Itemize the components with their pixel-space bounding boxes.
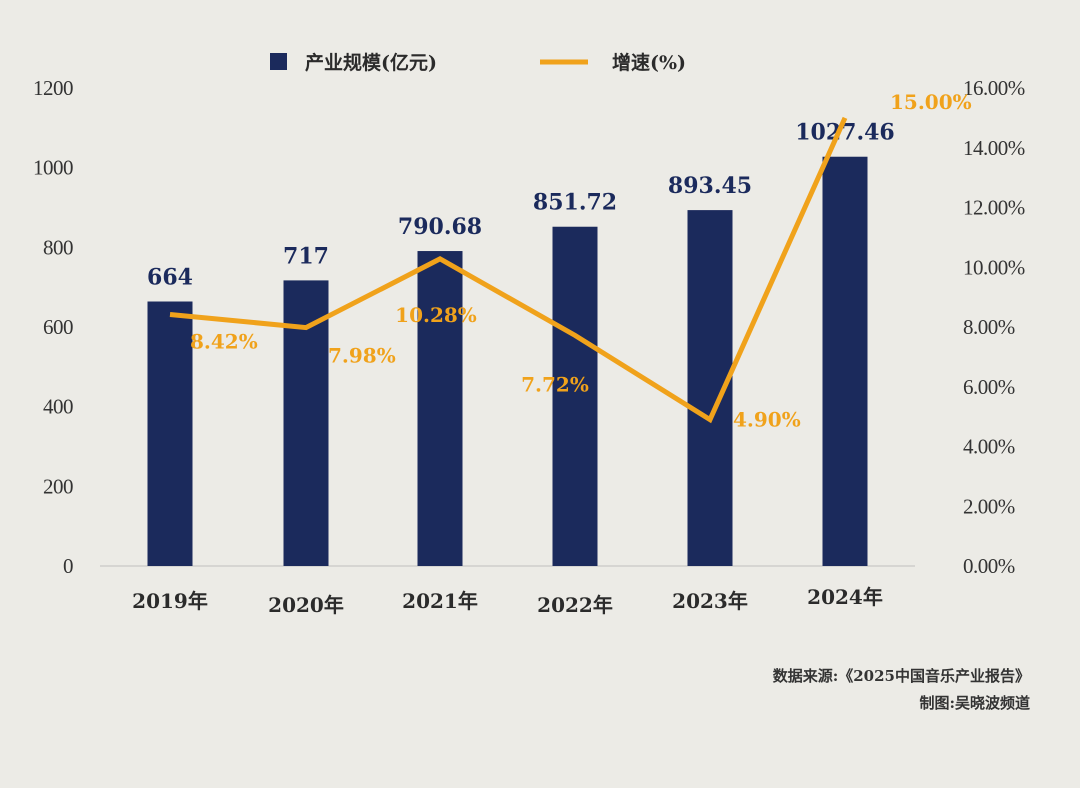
category-label: 2024年	[807, 585, 883, 609]
category-label: 2019年	[132, 589, 208, 613]
category-label: 2021年	[402, 589, 478, 613]
bar	[147, 301, 193, 566]
left-tick-label: 600	[43, 315, 73, 339]
bar-value-label: 893.45	[668, 173, 752, 199]
bar-value-label: 717	[283, 243, 329, 269]
left-tick-label: 800	[43, 235, 73, 259]
bar-value-label: 664	[147, 265, 193, 291]
bar	[822, 156, 868, 566]
right-tick-label: 16.00%	[963, 76, 1025, 100]
left-tick-label: 400	[43, 395, 73, 419]
credit-note: 制图:吴晓波频道	[919, 694, 1030, 712]
right-tick-label: 12.00%	[963, 196, 1025, 220]
bar-value-label: 790.68	[398, 214, 482, 240]
legend-bar-swatch	[270, 53, 287, 70]
category-label: 2023年	[672, 589, 748, 613]
source-note: 数据来源:《2025中国音乐产业报告》	[772, 667, 1030, 685]
right-tick-label: 2.00%	[963, 494, 1015, 518]
growth-line	[169, 116, 848, 424]
bar	[552, 226, 598, 566]
bar-series: 664 717 790.68 851.72 893.45 1027.46	[147, 120, 895, 567]
bar	[417, 251, 463, 566]
right-tick-label: 6.00%	[963, 375, 1015, 399]
right-axis: 0.00% 2.00% 4.00% 6.00% 8.00% 10.00% 12.00% 14.…	[963, 76, 1025, 578]
left-tick-label: 1200	[33, 76, 73, 100]
line-value-label: 10.28%	[395, 303, 477, 327]
right-tick-label: 14.00%	[963, 136, 1025, 160]
bar	[283, 280, 329, 566]
legend: 产业规模(亿元) 增速(%)	[270, 51, 686, 74]
bar-value-label: 851.72	[533, 190, 617, 216]
line-value-label: 7.98%	[328, 344, 396, 368]
line-value-label: 15.00%	[890, 90, 972, 114]
left-axis: 0 200 400 600 800 1000 1200	[33, 76, 74, 578]
line-value-label: 7.72%	[521, 372, 589, 396]
right-tick-label: 4.00%	[963, 435, 1015, 459]
legend-line-label: 增速(%)	[612, 51, 686, 74]
left-tick-label: 0	[63, 554, 73, 578]
left-tick-label: 200	[43, 474, 73, 498]
category-label: 2022年	[537, 593, 613, 617]
left-tick-label: 1000	[33, 156, 73, 180]
line-value-label: 8.42%	[190, 329, 258, 353]
right-tick-label: 0.00%	[963, 554, 1015, 578]
bar-value-label: 1027.46	[795, 120, 895, 146]
right-tick-label: 8.00%	[963, 315, 1015, 339]
line-series: 8.42% 7.98% 10.28% 7.72% 4.90% 15.00%	[169, 90, 972, 432]
category-label: 2020年	[268, 593, 344, 617]
right-tick-label: 10.00%	[963, 255, 1025, 279]
legend-bar-label: 产业规模(亿元)	[305, 51, 437, 74]
category-axis: 2019年 2020年 2021年 2022年 2023年 2024年	[132, 585, 883, 617]
line-value-label: 4.90%	[733, 408, 801, 432]
